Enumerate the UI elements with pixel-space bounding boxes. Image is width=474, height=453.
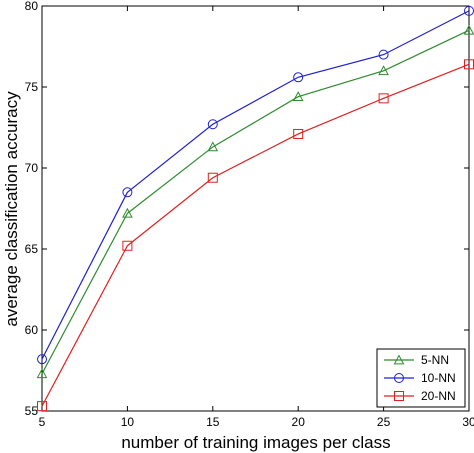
y-axis-label: average classification accuracy [2,91,21,327]
legend-marker [394,391,404,401]
series-line-20-nn [41,63,470,407]
data-point-10-nn [207,119,218,130]
data-point-5-nn [378,65,389,76]
data-point-20-nn [122,240,133,251]
series-10-nn [37,5,474,365]
data-point-10-nn [37,354,47,365]
data-point-5-nn [463,24,474,35]
series-line-10-nn [41,10,470,360]
series-line-5-nn [41,29,470,375]
data-point-5-nn [207,141,219,152]
data-point-20-nn [378,93,389,104]
legend-label: 5-NN [421,353,449,367]
data-point-20-nn [37,401,47,412]
legend-marker [394,373,404,383]
x-axis-label: number of training images per class [121,433,390,452]
legend-item-5-nn: 5-NN [384,353,449,367]
y-tick-label: 55 [25,404,39,418]
x-tick-label: 5 [39,415,46,429]
y-tick-label: 70 [25,161,39,175]
x-tick-label: 20 [292,415,306,429]
legend-label: 10-NN [421,371,456,385]
legend-label: 20-NN [421,389,456,403]
x-tick-label: 25 [377,415,391,429]
data-point-5-nn [292,91,304,102]
legend-marker [393,354,405,365]
plot-area [41,5,470,412]
data-point-10-nn [378,49,389,60]
legend-item-20-nn: 20-NN [384,389,456,403]
x-tick-label: 15 [206,415,220,429]
series-20-nn [37,59,474,412]
x-tick-label: 10 [121,415,135,429]
data-point-5-nn [36,368,48,379]
legend: 5-NN 10-NN 20-NN [376,348,466,408]
data-point-5-nn [122,207,133,218]
data-point-10-nn [293,72,304,83]
data-point-20-nn [207,172,218,183]
series-5-nn [36,24,474,379]
y-tick-label: 75 [25,80,39,94]
data-point-20-nn [293,128,304,139]
data-point-10-nn [122,187,133,198]
y-tick-label: 60 [25,323,39,337]
y-tick-label: 80 [25,0,39,13]
x-tick-label: 30 [462,415,474,429]
y-tick-label: 65 [25,242,39,256]
legend-item-10-nn: 10-NN [384,371,456,385]
